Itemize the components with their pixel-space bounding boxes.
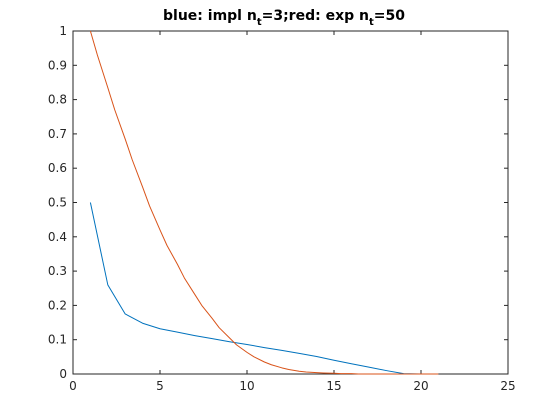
- y-tick-label: 0.6: [48, 161, 67, 175]
- y-tick-label: 0.5: [48, 196, 67, 210]
- plot-area: 0 5 10 15 20 25 0 0.1 0.2 0.3 0.4 0.5 0.6 0.7 0.8 0.9 1: [48, 24, 516, 393]
- x-tick-label: 15: [326, 379, 341, 393]
- x-tick-label: 25: [500, 379, 515, 393]
- y-tick-label: 0.9: [48, 58, 67, 72]
- chart-title-part: blue: impl n: [163, 8, 257, 24]
- x-tick-label: 0: [69, 379, 77, 393]
- axes-box: [73, 31, 508, 374]
- chart-title-part: =3;red: exp n: [262, 8, 369, 24]
- x-tick-label: 5: [156, 379, 164, 393]
- chart-title: blue: impl nt=3;red: exp nt=50: [163, 8, 405, 28]
- y-tick-label: 0.7: [48, 127, 67, 141]
- x-tick-label: 10: [239, 379, 254, 393]
- y-tick-label: 0.4: [48, 230, 67, 244]
- y-tick-label: 0.2: [48, 298, 67, 312]
- y-tick-label: 0: [59, 367, 67, 381]
- x-tick-label: 20: [413, 379, 428, 393]
- chart-title-part: =50: [374, 8, 405, 24]
- y-tick-label: 0.1: [48, 333, 67, 347]
- y-tick-label: 0.8: [48, 93, 67, 107]
- y-tick-label: 0.3: [48, 264, 67, 278]
- y-tick-label: 1: [59, 24, 67, 38]
